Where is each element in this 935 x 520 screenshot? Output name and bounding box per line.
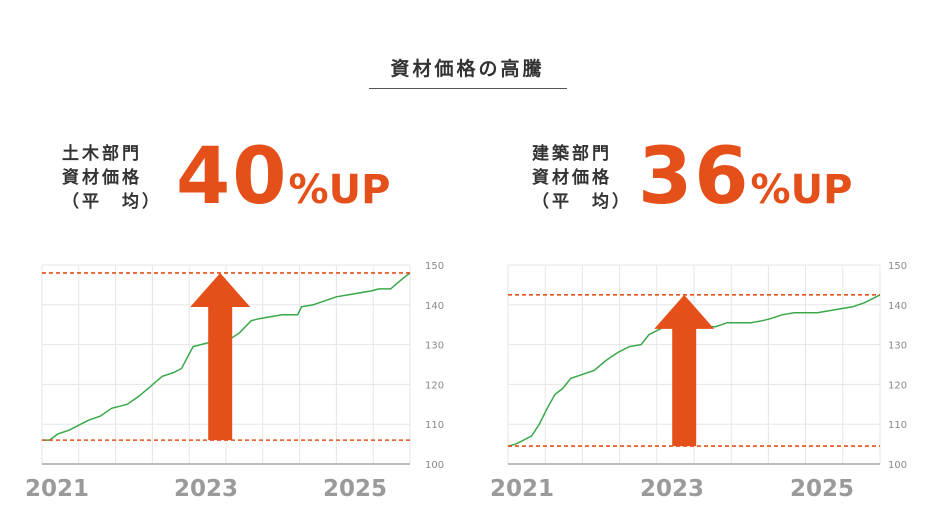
headline-right: 36%UP xyxy=(638,132,852,222)
headline-suffix: %UP xyxy=(750,167,853,213)
category-label-left: 土木部門 資材価格 （平 均） xyxy=(62,142,182,214)
y-tick-label: 150 xyxy=(425,261,444,272)
category-line-1: 建築部門 xyxy=(532,144,612,164)
y-tick-label: 120 xyxy=(425,380,444,391)
y-tick-label: 130 xyxy=(425,341,444,352)
category-line-2: 資材価格 xyxy=(62,168,142,188)
x-tick-label: 2023 xyxy=(174,476,238,502)
y-tick-label: 100 xyxy=(888,460,907,471)
y-tick-label: 110 xyxy=(425,420,444,431)
category-line-3: （平 均） xyxy=(62,192,162,212)
y-tick-label: 130 xyxy=(888,341,907,352)
x-tick-label: 2025 xyxy=(790,476,854,502)
headline-value: 40 xyxy=(176,132,289,222)
y-tick-label: 150 xyxy=(888,261,907,272)
title-underline xyxy=(369,88,567,89)
x-tick-label: 2021 xyxy=(25,476,89,502)
headline-suffix: %UP xyxy=(288,167,391,213)
page-title: 資材価格の高騰 xyxy=(390,58,545,80)
increase-arrow xyxy=(654,294,715,447)
y-tick-label: 120 xyxy=(888,380,907,391)
category-line-1: 土木部門 xyxy=(62,144,142,164)
x-tick-label: 2021 xyxy=(490,476,554,502)
y-tick-label: 110 xyxy=(888,420,907,431)
x-tick-label: 2025 xyxy=(323,476,387,502)
category-label-right: 建築部門 資材価格 （平 均） xyxy=(532,142,652,214)
category-line-3: （平 均） xyxy=(532,192,632,212)
y-tick-label: 100 xyxy=(425,460,444,471)
y-tick-label: 140 xyxy=(888,301,907,312)
x-tick-label: 2023 xyxy=(640,476,704,502)
y-tick-label: 140 xyxy=(425,301,444,312)
headline-left: 40%UP xyxy=(176,132,390,222)
headline-value: 36 xyxy=(638,132,751,222)
increase-arrow xyxy=(190,272,251,441)
category-line-2: 資材価格 xyxy=(532,168,612,188)
